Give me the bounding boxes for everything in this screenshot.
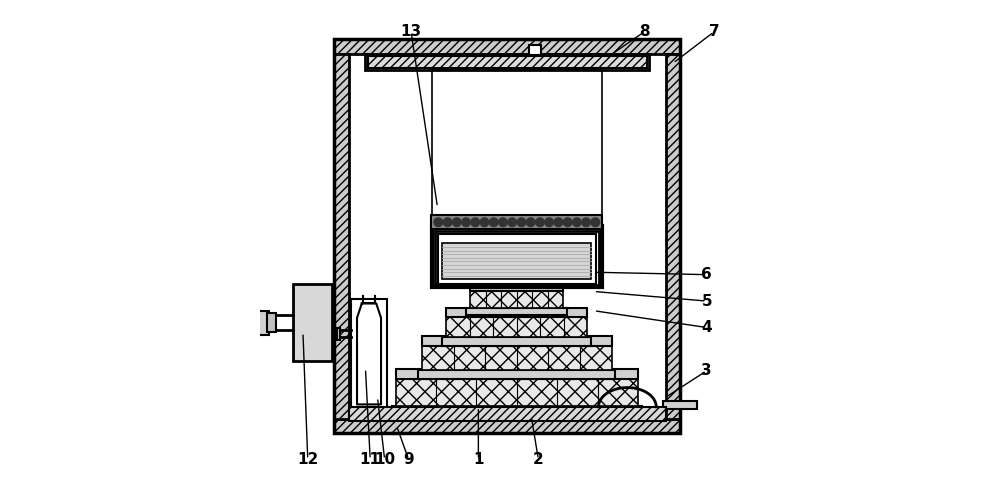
Circle shape [573,218,581,227]
Bar [392,406,642,416]
Bar [432,226,602,287]
Text: 10: 10 [374,452,395,467]
Circle shape [434,218,443,227]
Bar [470,283,563,291]
Bar [666,54,680,419]
Bar [431,214,602,229]
Bar [446,317,587,337]
Circle shape [536,218,544,227]
Circle shape [545,218,553,227]
Text: 2: 2 [533,452,544,467]
Bar [446,308,587,317]
Bar [368,56,647,68]
Circle shape [554,218,563,227]
Bar [351,299,387,419]
Bar [349,54,666,419]
Text: 9: 9 [403,452,414,467]
Bar [432,70,602,214]
Circle shape [517,218,526,227]
Bar [418,370,615,379]
Bar [293,284,332,361]
Bar [226,311,269,335]
Bar [334,39,680,433]
Bar [663,401,697,409]
Text: 6: 6 [701,267,712,282]
Circle shape [508,218,517,227]
Bar [334,419,680,433]
Bar [334,39,680,54]
Bar [470,291,563,308]
Bar [267,313,276,332]
Bar [349,407,666,421]
Bar [442,243,591,280]
Circle shape [480,218,489,227]
Bar [422,346,612,370]
Circle shape [526,218,535,227]
Text: 11: 11 [360,452,381,467]
Bar [396,369,638,379]
Circle shape [462,218,470,227]
Text: 8: 8 [639,25,649,40]
Bar [438,234,596,284]
Bar [334,54,349,419]
Bar [422,336,612,346]
Circle shape [489,218,498,227]
Circle shape [499,218,507,227]
Text: 7: 7 [709,25,719,40]
Bar [529,45,541,54]
Text: 5: 5 [701,294,712,308]
Circle shape [452,218,461,227]
Bar [466,308,567,316]
Text: 4: 4 [701,320,712,335]
Bar [396,379,638,406]
Circle shape [582,218,590,227]
Bar [337,327,340,339]
Text: 3: 3 [701,363,712,378]
Circle shape [591,218,600,227]
Text: 12: 12 [297,452,318,467]
Circle shape [471,218,480,227]
Bar [365,54,649,70]
Bar [435,231,599,285]
Text: 13: 13 [401,25,422,40]
Bar [442,337,591,346]
Circle shape [563,218,572,227]
Circle shape [443,218,452,227]
Text: 1: 1 [473,452,484,467]
Bar [353,408,385,416]
